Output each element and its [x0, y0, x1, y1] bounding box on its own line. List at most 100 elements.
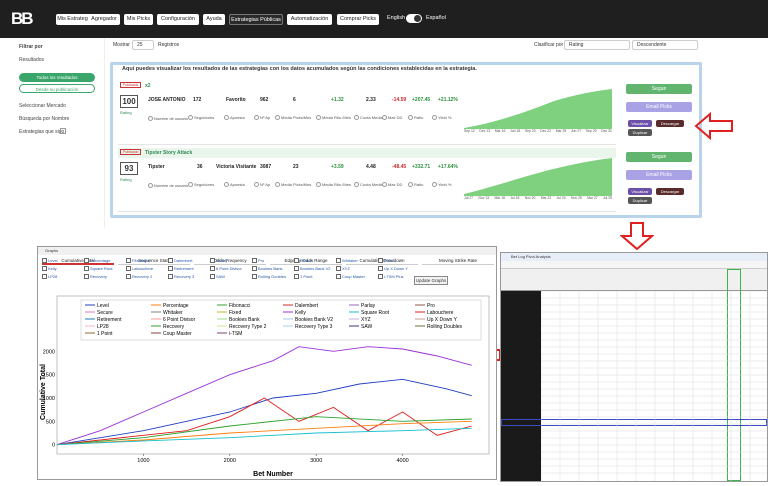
- strategy-checkbox[interactable]: Recovery 3: [168, 274, 194, 279]
- search-by-name[interactable]: Búsqueda por Nombre: [19, 116, 70, 122]
- brand-logo[interactable]: BB: [11, 9, 34, 28]
- sort-select[interactable]: Rating: [564, 40, 630, 50]
- strategy-checkbox[interactable]: XYZ: [336, 266, 350, 271]
- update-graphs-button[interactable]: Update Graphs: [414, 276, 448, 285]
- lang-espanol[interactable]: Español: [426, 15, 446, 21]
- strategy-checkbox[interactable]: Recovery: [84, 274, 107, 279]
- lbl-user: Nombre de usuario: [148, 183, 188, 188]
- stat-ratio: +332.71: [412, 164, 431, 170]
- equity-sparkline: [464, 89, 612, 130]
- nav-mis-picks[interactable]: Mis Picks: [124, 14, 153, 25]
- strategy-checkbox[interactable]: Labouchere: [126, 266, 153, 271]
- sparkline-xticks: Jul 27 Nov 13 Mar 16 Jul 18 Nov 20 Mar 22 Jul …: [464, 196, 612, 202]
- strategy-checkbox[interactable]: Fixed: [378, 258, 394, 263]
- lbl-avg-odds: Cuota Media: [354, 115, 383, 120]
- legend-label: Labouchere: [427, 310, 454, 316]
- all-results-pill[interactable]: Todos los resultados: [19, 73, 95, 82]
- stat-followers: 172: [193, 97, 202, 103]
- tab-cumulative-total[interactable]: Cumulative Total: [42, 257, 114, 265]
- red-arrow-down-icon: [620, 222, 654, 250]
- select-market[interactable]: Seleccionar Mercado: [19, 103, 66, 109]
- strategy-checkbox[interactable]: Secure: [294, 258, 313, 263]
- order-select[interactable]: Descendente: [632, 40, 698, 50]
- lang-english[interactable]: English: [387, 15, 406, 21]
- download-button[interactable]: Descargar: [656, 120, 684, 127]
- sparkline-xticks: Sep 12 Dec 13 Mar 16 Jun 18 Sep 20 Dec 22 Mar …: [464, 129, 612, 135]
- strategy-checkbox[interactable]: Rolling Doubles: [252, 274, 286, 279]
- nav-estrategias-publicas[interactable]: Estrategias Públicas: [229, 14, 283, 25]
- legend-label: Dalembert: [295, 303, 319, 309]
- strategy-checkbox[interactable]: LP28: [42, 274, 57, 279]
- strategy-checkbox[interactable]: Pro: [252, 258, 264, 263]
- strategy-checkbox[interactable]: Kelly: [42, 266, 57, 271]
- y-tick-label: 500: [46, 419, 55, 425]
- stat-yield: +17.64%: [438, 164, 458, 170]
- stat-ratio-month: +3.59: [331, 164, 344, 170]
- duplicate-button[interactable]: Duplicar: [628, 197, 652, 204]
- nav-mis-estrategias[interactable]: Mis Estrategias: [56, 14, 96, 25]
- tab-odds-frequency[interactable]: Odds Frequency: [194, 257, 266, 265]
- legend-label: Fixed: [229, 310, 241, 316]
- pivot-analysis-window: Bet Log Pivot Analysis: [500, 252, 768, 482]
- xtick: Sep 20: [524, 129, 536, 133]
- stat-user: Tipster: [148, 164, 165, 170]
- strategy-checkbox[interactable]: Fibonacci: [126, 258, 149, 263]
- strategy-checkbox[interactable]: Whitaker: [336, 258, 358, 263]
- strategy-name[interactable]: x2: [145, 83, 151, 89]
- tab-sequence-stats[interactable]: Sequence Stats: [118, 257, 190, 265]
- lbl-picks-month: Media Picks/Mes: [275, 115, 311, 120]
- strategy-checkbox[interactable]: SAW: [210, 274, 225, 279]
- email-picks-button[interactable]: Email Picks: [626, 170, 692, 180]
- legend-label: Level: [97, 303, 109, 309]
- strategy-checkbox[interactable]: Parlay: [210, 258, 227, 263]
- nav-comprar-picks[interactable]: Comprar Picks: [337, 14, 379, 25]
- y-tick-label: 1500: [43, 373, 55, 379]
- strategy-checkbox[interactable]: Dalembert: [168, 258, 192, 263]
- strategy-checkbox[interactable]: Square Root: [84, 266, 112, 271]
- legend-label: Recovery Type 2: [229, 324, 267, 330]
- strategy-checkbox[interactable]: Coup Master: [336, 274, 365, 279]
- download-button[interactable]: Descargar: [656, 188, 684, 195]
- since-publication-pill[interactable]: Desde su publicación: [19, 84, 95, 93]
- xtick: Jun 27: [570, 129, 582, 133]
- nav-configuracion[interactable]: Configuración: [157, 14, 199, 25]
- strategy-checkbox[interactable]: 6 Point Divisor: [210, 266, 242, 271]
- nav-agregador[interactable]: Agregador: [88, 14, 120, 25]
- strategy-checkbox[interactable]: Retirement: [168, 266, 194, 271]
- followed-strategies[interactable]: Estrategias que sigo: [19, 129, 65, 135]
- nav-ayuda[interactable]: Ayuda: [203, 14, 225, 25]
- legend-label: Coup Master: [163, 331, 192, 337]
- visualize-button[interactable]: Visualizar: [628, 188, 652, 195]
- legend-label: Up X Down Y: [427, 317, 458, 323]
- follow-button[interactable]: Seguir: [626, 152, 692, 162]
- strategy-checkbox[interactable]: i-TSM Plus: [378, 274, 404, 279]
- tab-moving-strike-rate[interactable]: Moving Strike Rate: [422, 257, 494, 265]
- strategy-checkbox[interactable]: Bookies Bank V2: [294, 266, 330, 271]
- email-picks-button[interactable]: Email Picks: [626, 102, 692, 112]
- xtick: Jul 18: [510, 196, 520, 200]
- strategy-checkbox[interactable]: Level: [42, 258, 58, 263]
- legend-label: Fibonacci: [229, 303, 250, 309]
- language-toggle[interactable]: [406, 14, 422, 23]
- followed-checkbox[interactable]: [60, 128, 66, 134]
- strategy-checkbox[interactable]: Bookies Bank: [252, 266, 282, 271]
- intro-text: Aquí puedes visualizar los resultados de…: [122, 66, 477, 72]
- strategy-checkbox[interactable]: Recovery 2: [126, 274, 152, 279]
- show-count-select[interactable]: 25: [132, 40, 154, 50]
- lbl-followers: Seguidores: [188, 182, 214, 187]
- nav-automatizacion[interactable]: Automatización: [287, 14, 332, 25]
- visualize-button[interactable]: Visualizar: [628, 120, 652, 127]
- rank-score: 100: [120, 95, 138, 108]
- published-badge: Publicado: [120, 82, 142, 88]
- xtick: Jul 29: [602, 196, 612, 200]
- strategy-checkbox[interactable]: Up X Down Y: [378, 266, 408, 271]
- strategy-name[interactable]: Tipster Story Attack: [145, 150, 193, 156]
- strategy-checkbox[interactable]: 1 Point: [294, 274, 312, 279]
- stat-picks-month: 23: [293, 164, 299, 170]
- duplicate-button[interactable]: Duplicar: [628, 129, 652, 136]
- xtick: Jun 18: [510, 129, 521, 133]
- strategy-checkbox[interactable]: Percentage: [84, 258, 110, 263]
- follow-button[interactable]: Seguir: [626, 84, 692, 94]
- legend-label: Recovery Type 3: [295, 324, 333, 330]
- pivot-window-title: Bet Log Pivot Analysis: [501, 253, 767, 261]
